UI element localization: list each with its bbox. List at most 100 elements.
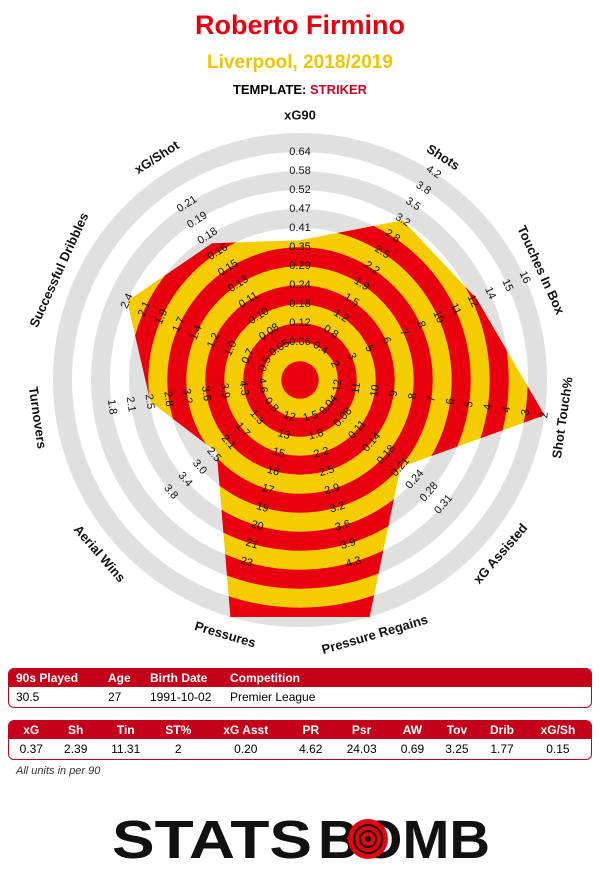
tick-label: 4.3 [237, 380, 251, 397]
tick-label: 0.64 [289, 146, 310, 158]
profile-header: Competition [223, 669, 591, 687]
axis-label: xG90 [284, 108, 316, 123]
axis-label: Pressures [193, 618, 258, 650]
tick-label: 3.2 [328, 500, 346, 516]
stats-value: 0.69 [400, 742, 425, 756]
stats-header: PR [288, 721, 334, 739]
tick-label: 1.4 [188, 323, 205, 342]
player-name: Roberto Firmino [195, 10, 405, 40]
tick-label: 0.7 [240, 347, 257, 366]
tick-label: 4.6 [255, 377, 269, 394]
logo-target-icon [348, 819, 388, 859]
profile-value: 1991-10-02 [150, 690, 212, 704]
stats-header: AW [390, 721, 435, 739]
stats-value: 11.31 [111, 742, 141, 756]
value-band [261, 341, 339, 419]
tick-label: 3.6 [334, 518, 352, 534]
tick-label: 5 [362, 343, 375, 354]
tick-label: 0.5 [257, 355, 274, 374]
tick-label: 6 [380, 335, 393, 346]
profile-header-row: 90s Played Age Birth Date Competition [9, 669, 591, 687]
tick-label: 2.9 [323, 481, 341, 497]
tick-label: 2.1 [124, 396, 138, 413]
tick-label: 3 [519, 409, 532, 417]
tick-label: 2.5 [142, 393, 156, 410]
stats-header: Psr [333, 721, 391, 739]
value-band [223, 303, 377, 457]
tick-label: 16 [517, 269, 533, 285]
tick-label: 1.8 [307, 427, 325, 443]
value-band [185, 265, 415, 495]
tick-label: 12 [331, 378, 345, 392]
stats-value: 3.25 [445, 742, 469, 756]
stats-value: 24.03 [346, 742, 377, 756]
tick-label: 12 [282, 409, 297, 424]
tick-label: 21 [244, 537, 259, 552]
tick-label: 19 [255, 500, 270, 515]
axis-label: Turnovers [26, 386, 50, 450]
profile-table: 90s Played Age Birth Date Competition 30… [8, 668, 592, 708]
profile-value: 27 [108, 690, 122, 704]
stats-header: Drib [479, 721, 525, 739]
logo-bomb: BOMB [318, 810, 490, 868]
stats-value: 1.77 [490, 742, 514, 756]
tick-label: 0.12 [289, 317, 310, 329]
stats-header: xG [9, 721, 54, 739]
tick-label: 23 [239, 555, 254, 570]
center-dot [281, 361, 319, 399]
tick-label: 0.58 [289, 165, 310, 177]
tick-label: 3.6 [199, 385, 213, 402]
tick-label: 2.2 [312, 445, 330, 461]
team-season: Liverpool, 2018/2019 [207, 52, 393, 73]
profile-header: 90s Played [9, 669, 101, 687]
tick-label: 2 [328, 359, 341, 370]
tick-label: 5 [463, 400, 476, 408]
tick-label: 13 [276, 427, 291, 442]
template-key: TEMPLATE: [232, 82, 307, 97]
tick-label: 4 [482, 403, 495, 411]
value-band [204, 284, 396, 476]
stats-value: 2 [174, 742, 182, 756]
value-band [242, 322, 358, 438]
tick-label: 2.1 [136, 300, 153, 319]
stats-value: 2.39 [64, 742, 88, 756]
stats-header: Sh [53, 721, 98, 739]
tick-label: 2.5 [318, 463, 336, 479]
units-footnote: All units in per 90 [16, 765, 101, 777]
tick-label: 10 [368, 384, 382, 398]
tick-label: 3.9 [218, 382, 232, 399]
tick-label: 11 [350, 382, 364, 395]
profile-header: Birth Date [143, 669, 223, 687]
stats-header: xG Asst [203, 721, 289, 739]
tick-label: 2 [538, 411, 551, 419]
axis-label: Shot Touch% [549, 376, 576, 460]
profile-header: Age [101, 669, 143, 687]
tick-label: 1.2 [205, 331, 222, 350]
tick-label: 15 [271, 445, 286, 460]
tick-label: 7 [397, 327, 410, 338]
tick-label: 9 [388, 390, 401, 398]
tick-label: 2.8 [161, 390, 175, 407]
value-band [127, 220, 491, 571]
tick-label: 7 [425, 395, 438, 403]
tick-label: 0.47 [289, 203, 310, 215]
stats-header-row: xG Sh Tin ST% xG Asst PR Psr AW Tov Drib… [9, 721, 591, 739]
tick-label: 6 [444, 398, 457, 406]
stats-value: 0.37 [19, 742, 43, 756]
profile-value: Premier League [230, 690, 316, 704]
tick-label: 1.5 [302, 409, 320, 425]
tick-label: 1.0 [222, 339, 239, 358]
tick-label: 1.8 [105, 399, 119, 416]
tick-label: 4 [501, 406, 514, 414]
tick-label: 15 [499, 277, 515, 293]
stats-table: xG Sh Tin ST% xG Asst PR Psr AW Tov Drib… [8, 720, 592, 760]
tick-label: 1.9 [153, 307, 170, 326]
tick-label: 0.24 [289, 279, 310, 291]
value-band [127, 220, 529, 609]
tick-label: 10 [430, 309, 446, 325]
tick-label: 3.2 [180, 388, 194, 405]
stats-header: Tov [434, 721, 480, 739]
tick-label: 0.41 [289, 222, 310, 234]
value-band [127, 220, 510, 590]
stats-value: 4.62 [299, 742, 323, 756]
